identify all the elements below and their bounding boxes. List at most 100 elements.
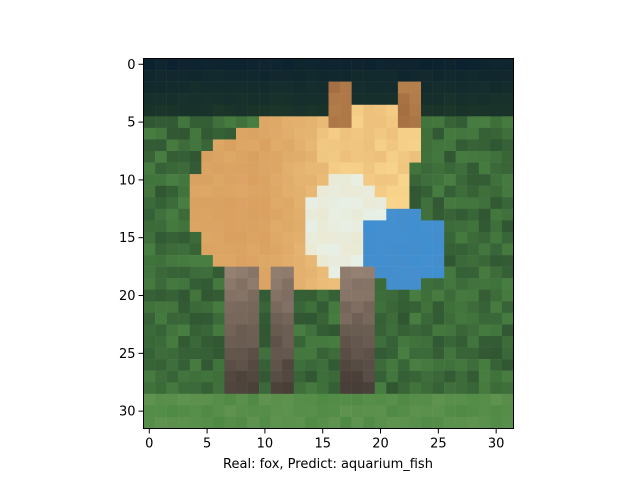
image-pixel bbox=[397, 58, 410, 71]
image-pixel bbox=[421, 266, 433, 279]
image-pixel bbox=[490, 208, 503, 221]
image-pixel bbox=[293, 370, 306, 383]
image-pixel bbox=[212, 197, 225, 210]
image-pixel bbox=[467, 243, 480, 256]
image-pixel bbox=[421, 370, 433, 383]
image-pixel bbox=[270, 266, 283, 279]
image-pixel bbox=[189, 243, 202, 256]
image-pixel bbox=[201, 162, 214, 175]
image-pixel bbox=[270, 174, 283, 186]
image-pixel bbox=[293, 70, 306, 82]
image-pixel bbox=[166, 243, 179, 256]
image-pixel bbox=[444, 243, 456, 256]
image-pixel bbox=[490, 243, 503, 256]
image-pixel bbox=[467, 255, 480, 267]
image-pixel bbox=[201, 370, 214, 383]
image-pixel bbox=[397, 289, 410, 302]
image-pixel bbox=[328, 266, 341, 279]
image-pixel bbox=[363, 231, 376, 244]
image-pixel bbox=[363, 278, 376, 291]
image-pixel bbox=[282, 405, 295, 418]
image-pixel bbox=[363, 312, 376, 325]
image-pixel bbox=[282, 359, 295, 371]
image-pixel bbox=[351, 416, 364, 429]
image-pixel bbox=[374, 208, 387, 221]
image-pixel bbox=[189, 289, 202, 302]
image-pixel bbox=[374, 359, 387, 371]
image-pixel bbox=[501, 301, 514, 314]
image-pixel bbox=[363, 162, 376, 175]
image-pixel bbox=[386, 70, 399, 82]
image-pixel bbox=[478, 197, 491, 210]
image-pixel bbox=[155, 174, 167, 186]
image-pixel bbox=[305, 58, 318, 71]
image-pixel bbox=[178, 58, 191, 71]
image-pixel bbox=[363, 116, 376, 129]
image-pixel bbox=[293, 58, 306, 71]
image-pixel bbox=[178, 174, 191, 186]
image-pixel bbox=[143, 220, 156, 233]
image-pixel bbox=[490, 359, 503, 371]
image-pixel bbox=[351, 174, 364, 186]
image-pixel bbox=[421, 139, 433, 152]
image-pixel bbox=[432, 208, 445, 221]
y-tick-label: 30 bbox=[119, 405, 136, 420]
image-pixel bbox=[328, 127, 341, 140]
image-pixel bbox=[328, 197, 341, 210]
image-pixel bbox=[224, 104, 237, 117]
image-pixel bbox=[212, 104, 225, 117]
image-pixel bbox=[455, 266, 468, 279]
x-tick-label: 25 bbox=[430, 437, 447, 452]
image-pixel bbox=[340, 139, 352, 152]
image-pixel bbox=[444, 382, 456, 395]
image-pixel bbox=[282, 370, 295, 383]
image-pixel bbox=[224, 278, 237, 291]
image-pixel bbox=[270, 127, 283, 140]
image-pixel bbox=[201, 312, 214, 325]
image-pixel bbox=[143, 58, 156, 71]
image-pixel bbox=[236, 116, 248, 129]
y-tick-label: 25 bbox=[119, 347, 136, 362]
image-pixel bbox=[444, 58, 456, 71]
image-pixel bbox=[212, 255, 225, 267]
image-pixel bbox=[397, 416, 410, 429]
x-tick-label: 0 bbox=[145, 437, 153, 452]
image-pixel bbox=[444, 197, 456, 210]
image-pixel bbox=[432, 174, 445, 186]
image-pixel bbox=[421, 151, 433, 163]
image-pixel bbox=[490, 278, 503, 291]
image-pixel bbox=[316, 289, 329, 302]
image-pixel bbox=[189, 208, 202, 221]
image-pixel bbox=[166, 393, 179, 406]
image-pixel bbox=[212, 116, 225, 129]
image-pixel bbox=[143, 359, 156, 371]
image-pixel bbox=[444, 393, 456, 406]
image-pixel bbox=[155, 197, 167, 210]
image-pixel bbox=[212, 347, 225, 360]
image-pixel bbox=[270, 324, 283, 337]
image-pixel bbox=[478, 278, 491, 291]
image-pixel bbox=[201, 208, 214, 221]
image-pixel bbox=[478, 289, 491, 302]
image-pixel bbox=[444, 255, 456, 267]
image-pixel bbox=[490, 151, 503, 163]
image-pixel bbox=[409, 231, 422, 244]
image-pixel bbox=[293, 382, 306, 395]
image-pixel bbox=[340, 81, 352, 94]
image-pixel bbox=[270, 231, 283, 244]
image-pixel bbox=[212, 278, 225, 291]
image-pixel bbox=[259, 127, 271, 140]
image-pixel bbox=[166, 324, 179, 337]
image-pixel bbox=[351, 151, 364, 163]
image-pixel bbox=[247, 151, 260, 163]
image-pixel bbox=[155, 104, 167, 117]
image-pixel bbox=[374, 185, 387, 198]
image-pixel bbox=[305, 220, 318, 233]
image-pixel bbox=[490, 162, 503, 175]
image-pixel bbox=[397, 278, 410, 291]
image-pixel bbox=[351, 347, 364, 360]
image-pixel bbox=[397, 336, 410, 348]
image-pixel bbox=[501, 416, 514, 429]
image-pixel bbox=[386, 197, 399, 210]
